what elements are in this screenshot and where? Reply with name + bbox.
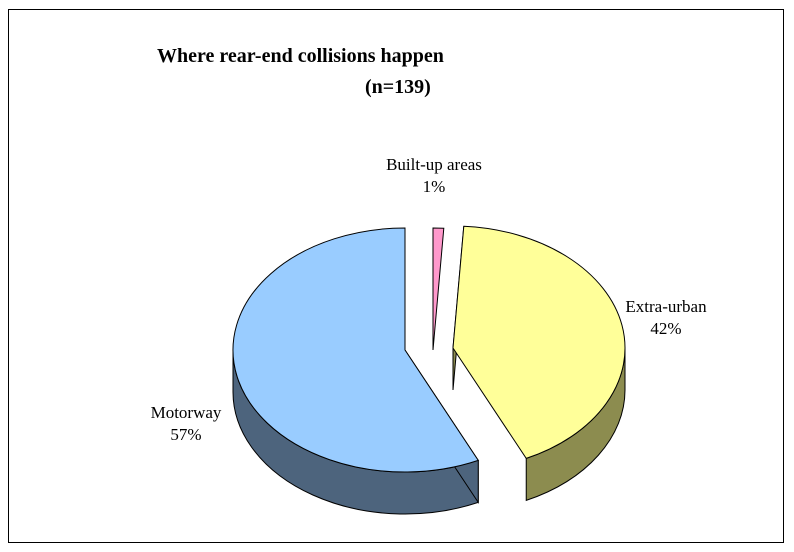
pie-tops [232, 225, 626, 473]
chart-title: Where rear-end collisions happen [157, 45, 444, 67]
pie-labels: Built-up areas 1% Extra-urban 42% Motorway 57… [151, 155, 708, 444]
slice-label-built-up-areas: Built-up areas [386, 155, 482, 174]
pie-slice-motorway [232, 227, 480, 473]
slice-value-extra-urban: 42% [650, 319, 681, 338]
slice-label-motorway: Motorway [151, 403, 222, 422]
slice-value-built-up-areas: 1% [423, 177, 446, 196]
pie-slice-built-up-areas [432, 227, 445, 351]
chart-subtitle: (n=139) [365, 76, 431, 98]
pie-slice-extra-urban [452, 225, 626, 459]
slice-value-motorway: 57% [170, 425, 201, 444]
slice-label-extra-urban: Extra-urban [625, 297, 707, 316]
